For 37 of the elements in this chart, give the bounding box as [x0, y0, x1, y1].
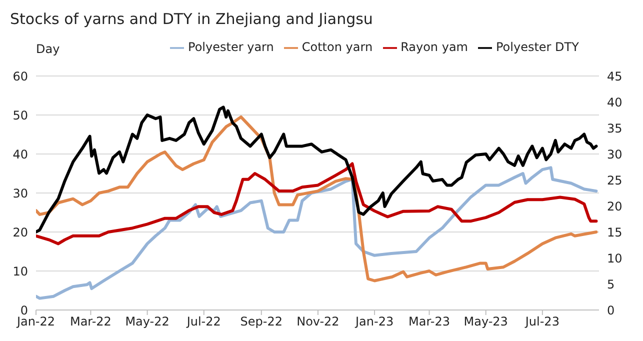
y2-tick-label: 10 [607, 251, 622, 266]
y-tick-label: 30 [12, 186, 28, 200]
x-tick-label: Jul-22 [186, 314, 221, 329]
y2-tick-label: 0 [607, 303, 615, 318]
x-tick-label: Jan-23 [354, 314, 394, 329]
legend-label: Polyester yarn [188, 40, 274, 54]
y2-tick-label: 20 [607, 199, 622, 214]
y-tick-label: 10 [12, 264, 28, 278]
y-tick-label: 60 [12, 69, 28, 84]
x-tick-label: Jul-23 [524, 314, 560, 329]
y-tick-label: 20 [12, 225, 28, 240]
y2-tick-label: 25 [607, 173, 622, 188]
y2-tick-label: 40 [607, 95, 622, 110]
line-series [36, 106, 598, 234]
legend-label: Rayon yam [400, 40, 468, 54]
legend-label: Polyester DTY [496, 40, 579, 54]
x-tick-label: May-23 [464, 314, 508, 329]
line-series [36, 115, 598, 282]
x-tick-label: Sep-22 [240, 314, 282, 329]
legend-label: Cotton yarn [302, 40, 373, 54]
y-tick-label: 50 [12, 108, 28, 122]
x-tick-label: Mar-22 [70, 314, 112, 329]
y2-tick-label: 30 [607, 147, 622, 162]
line-series [36, 166, 598, 300]
y2-tick-label: 35 [607, 121, 622, 136]
line-series [36, 162, 598, 246]
y-tick-label: 40 [12, 147, 28, 162]
chart-title: Stocks of yarns and DTY in Zhejiang and Jiangsu [9, 9, 374, 30]
x-tick-label: Mar-23 [408, 314, 450, 329]
y2-tick-label: 5 [607, 277, 615, 292]
y2-tick-label: 45 [607, 69, 622, 84]
y-tick-label: 0 [20, 303, 28, 318]
y-axis-title: Day [36, 42, 60, 56]
x-tick-label: May-22 [125, 314, 170, 329]
x-tick-label: Nov-22 [296, 314, 340, 329]
y2-tick-label: 15 [607, 225, 622, 240]
x-tick-label: Jan-22 [16, 314, 56, 329]
